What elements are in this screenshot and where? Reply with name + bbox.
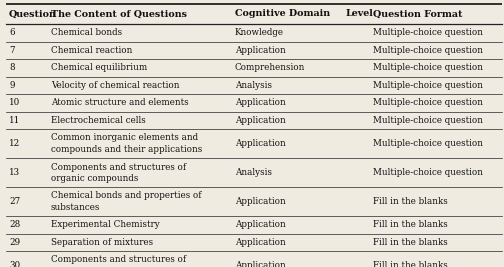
Text: Components and structures of
organic compounds: Components and structures of organic com…	[51, 163, 186, 183]
Text: Experimental Chemistry: Experimental Chemistry	[51, 220, 160, 229]
Text: 9: 9	[9, 81, 15, 90]
Text: 28: 28	[9, 220, 20, 229]
Text: Application: Application	[235, 197, 286, 206]
Text: Multiple-choice question: Multiple-choice question	[373, 168, 483, 177]
Text: Chemical reaction: Chemical reaction	[51, 46, 132, 55]
Text: Multiple-choice question: Multiple-choice question	[373, 46, 483, 55]
Text: Analysis: Analysis	[235, 81, 272, 90]
Text: Level: Level	[346, 10, 373, 18]
Text: 6: 6	[9, 28, 15, 37]
Text: Common inorganic elements and
compounds and their applications: Common inorganic elements and compounds …	[51, 134, 202, 154]
Text: Separation of mixtures: Separation of mixtures	[51, 238, 153, 247]
Text: Multiple-choice question: Multiple-choice question	[373, 139, 483, 148]
Text: Comprehension: Comprehension	[235, 63, 305, 72]
Text: 30: 30	[9, 261, 20, 267]
Text: Atomic structure and elements: Atomic structure and elements	[51, 98, 188, 107]
Text: Fill in the blanks: Fill in the blanks	[373, 261, 448, 267]
Text: Multiple-choice question: Multiple-choice question	[373, 116, 483, 125]
Text: Velocity of chemical reaction: Velocity of chemical reaction	[51, 81, 179, 90]
Text: 13: 13	[9, 168, 20, 177]
Text: Multiple-choice question: Multiple-choice question	[373, 63, 483, 72]
Text: 7: 7	[9, 46, 15, 55]
Text: Knowledge: Knowledge	[235, 28, 284, 37]
Text: Multiple-choice question: Multiple-choice question	[373, 81, 483, 90]
Text: Components and structures of
organic compounds: Components and structures of organic com…	[51, 256, 186, 267]
Text: Chemical bonds and properties of
substances: Chemical bonds and properties of substan…	[51, 191, 202, 212]
Text: Application: Application	[235, 98, 286, 107]
Text: Fill in the blanks: Fill in the blanks	[373, 220, 448, 229]
Text: 27: 27	[9, 197, 20, 206]
Text: Question Format: Question Format	[373, 10, 463, 18]
Text: Question: Question	[9, 10, 57, 18]
Text: Fill in the blanks: Fill in the blanks	[373, 238, 448, 247]
Text: Application: Application	[235, 238, 286, 247]
Text: Multiple-choice question: Multiple-choice question	[373, 28, 483, 37]
Text: Application: Application	[235, 261, 286, 267]
Text: Electrochemical cells: Electrochemical cells	[51, 116, 146, 125]
Text: 11: 11	[9, 116, 20, 125]
Text: Application: Application	[235, 220, 286, 229]
Text: Application: Application	[235, 46, 286, 55]
Text: 8: 8	[9, 63, 15, 72]
Text: Chemical equilibrium: Chemical equilibrium	[51, 63, 147, 72]
Text: Application: Application	[235, 139, 286, 148]
Text: Application: Application	[235, 116, 286, 125]
Text: Fill in the blanks: Fill in the blanks	[373, 197, 448, 206]
Text: The Content of Questions: The Content of Questions	[51, 10, 187, 18]
Text: 29: 29	[9, 238, 20, 247]
Text: 12: 12	[9, 139, 20, 148]
Text: Cognitive Domain: Cognitive Domain	[235, 10, 330, 18]
Text: Analysis: Analysis	[235, 168, 272, 177]
Text: 10: 10	[9, 98, 20, 107]
Text: Multiple-choice question: Multiple-choice question	[373, 98, 483, 107]
Text: Chemical bonds: Chemical bonds	[51, 28, 122, 37]
